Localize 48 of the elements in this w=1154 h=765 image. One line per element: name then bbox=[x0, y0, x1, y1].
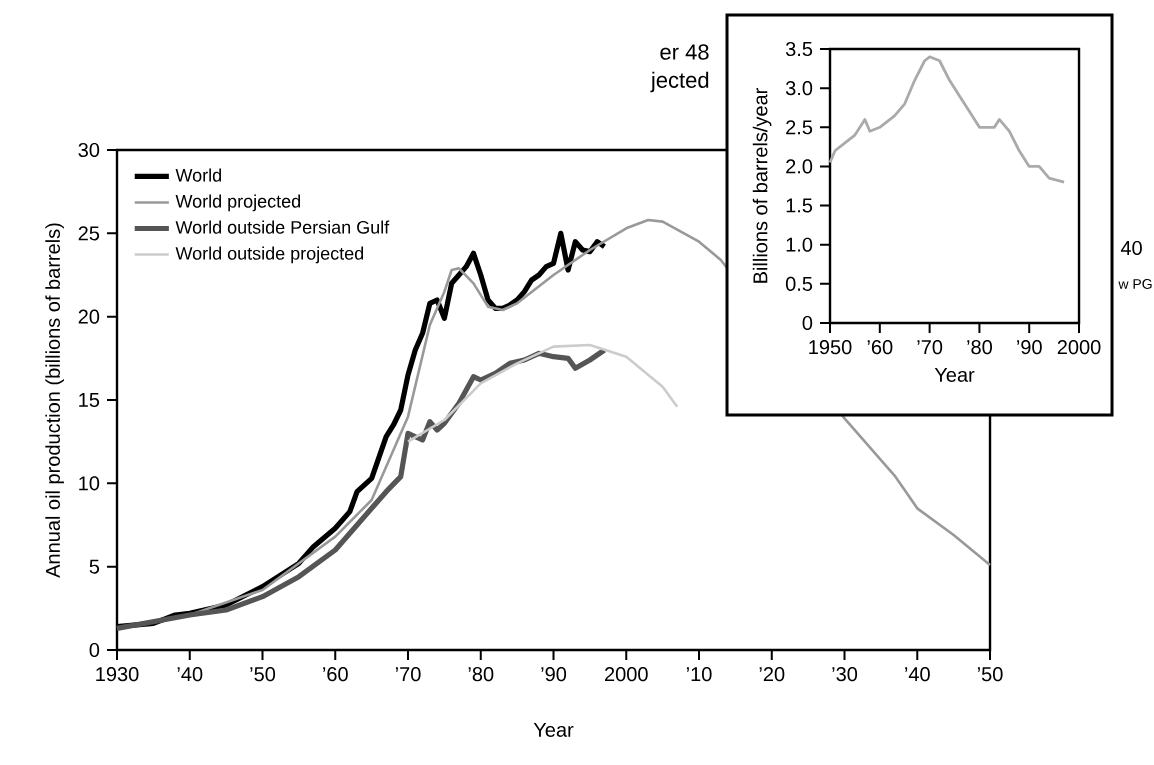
y-tick-label: 1.5 bbox=[786, 198, 813, 213]
x-tick-label: ’70 bbox=[395, 667, 421, 682]
y-tick-label: 1.0 bbox=[786, 237, 813, 252]
y-tick-label: 2.0 bbox=[786, 159, 813, 174]
x-tick-label: ’60 bbox=[323, 667, 348, 682]
y-axis-title: Billions of barrels/year bbox=[752, 87, 772, 283]
x-tick-label: ’20 bbox=[759, 667, 785, 682]
x-tick-label: ’70 bbox=[917, 340, 943, 355]
x-tick-label: ’60 bbox=[867, 340, 893, 355]
y-axis-title: Annual oil production (billions of barrels) bbox=[45, 223, 64, 578]
x-tick-label: 2000 bbox=[605, 667, 648, 682]
x-tick-label: ’30 bbox=[832, 667, 858, 682]
x-tick-label: ’80 bbox=[967, 340, 992, 355]
y-tick-label: 0 bbox=[802, 315, 813, 331]
x-axis-title: Year bbox=[934, 367, 975, 382]
x-tick-label: 1950 bbox=[809, 340, 852, 355]
text: er 48 bbox=[660, 44, 709, 60]
line-series bbox=[828, 55, 1066, 184]
y-tick-label: 2.5 bbox=[786, 120, 813, 135]
text: 40 bbox=[1120, 240, 1142, 256]
legend-label: World outside projected bbox=[175, 246, 364, 264]
x-tick-label: ’40 bbox=[905, 667, 930, 682]
y-tick-label: 5 bbox=[89, 559, 100, 574]
y-tick-label: 20 bbox=[78, 309, 100, 324]
line-series bbox=[406, 343, 679, 443]
y-tick-label: 10 bbox=[79, 476, 100, 491]
x-tick-label: 2000 bbox=[1057, 340, 1101, 355]
y-tick-label: 30 bbox=[78, 142, 100, 158]
legend-label: World bbox=[175, 168, 221, 182]
x-axis-title: Year bbox=[533, 722, 574, 737]
text: w PG bbox=[1118, 279, 1152, 289]
y-tick-label: 25 bbox=[78, 226, 100, 241]
x-tick-label: ’40 bbox=[177, 667, 203, 682]
y-tick-label: 15 bbox=[79, 393, 100, 407]
x-tick-label: ’90 bbox=[541, 667, 567, 682]
x-tick-label: ’80 bbox=[468, 667, 494, 682]
x-tick-label: ’10 bbox=[686, 667, 712, 682]
text: jected bbox=[650, 71, 709, 93]
x-tick-label: ’50 bbox=[977, 667, 1003, 682]
y-tick-label: 3.5 bbox=[785, 41, 813, 57]
x-tick-label: ’50 bbox=[250, 667, 276, 682]
x-tick-label: 1930 bbox=[96, 667, 139, 682]
legend-label: World outside Persian Gulf bbox=[175, 220, 390, 234]
y-tick-label: 3.0 bbox=[785, 81, 813, 96]
y-tick-label: 0.5 bbox=[785, 276, 813, 291]
x-tick-label: ’90 bbox=[1017, 340, 1042, 355]
legend-label: World projected bbox=[175, 194, 301, 212]
y-tick-label: 0 bbox=[89, 642, 100, 658]
